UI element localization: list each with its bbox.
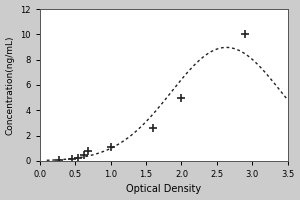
Y-axis label: Concentration(ng/mL): Concentration(ng/mL): [6, 35, 15, 135]
X-axis label: Optical Density: Optical Density: [126, 184, 201, 194]
